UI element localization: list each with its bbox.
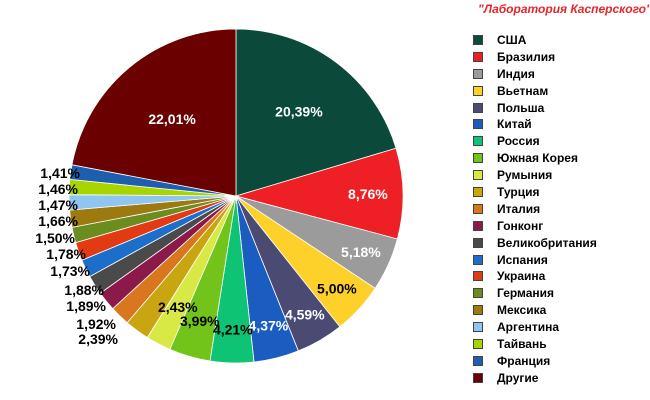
slice-label-тайвань: 1,46% — [38, 181, 78, 197]
legend-label: Гонконг — [497, 218, 544, 233]
legend-label: Мексика — [497, 303, 547, 318]
legend-label: Китай — [497, 117, 532, 132]
slice-label-южная-корея: 3,99% — [180, 313, 220, 329]
pie-slice-сша — [235, 28, 397, 197]
legend-label: Аргентина — [497, 320, 560, 335]
legend-label: Другие — [497, 370, 539, 385]
legend-swatch — [473, 51, 483, 62]
legend-swatch — [473, 254, 483, 265]
legend-swatch — [473, 85, 483, 96]
pie-slice-другие — [71, 28, 237, 197]
legend-swatch — [473, 35, 483, 45]
slice-label-другие: 22,01% — [148, 111, 196, 127]
legend-swatch — [473, 288, 483, 299]
slice-label-мексика: 1,66% — [38, 213, 78, 229]
legend-label: Польша — [497, 100, 545, 115]
legend-swatch — [473, 355, 483, 366]
pie-slice-бразилия — [234, 147, 404, 240]
legend-label: Россия — [497, 134, 540, 149]
slice-label-польша: 4,59% — [285, 306, 325, 322]
slice-label-бразилия: 8,76% — [348, 186, 388, 202]
legend-swatch — [473, 271, 483, 282]
legend-swatch — [473, 119, 483, 130]
legend-label: Тайвань — [497, 337, 547, 352]
slice-label-румыния: 2,43% — [158, 299, 198, 315]
legend-swatch — [473, 339, 483, 350]
legend-label: США — [497, 33, 527, 47]
slice-label-франция: 1,41% — [40, 165, 80, 181]
legend-label: Германия — [497, 286, 555, 301]
legend-label: Румыния — [497, 168, 553, 183]
legend-swatch — [473, 220, 483, 231]
slice-label-италия: 1,92% — [76, 316, 116, 332]
slice-label-гонконг: 1,89% — [66, 298, 106, 314]
slice-label-германия: 1,50% — [35, 230, 75, 246]
legend-swatch — [473, 102, 483, 113]
legend-label: Италия — [497, 201, 541, 216]
slice-label-вьетнам: 5,00% — [317, 281, 357, 297]
legend-label: Индия — [497, 66, 535, 81]
legend-swatch — [473, 68, 483, 79]
legend-label: Великобритания — [497, 235, 597, 250]
legend-swatch — [473, 170, 483, 181]
slice-label-украина: 1,78% — [46, 246, 86, 262]
legend-swatch — [473, 187, 483, 198]
legend-swatch — [473, 372, 483, 383]
slice-label-россия: 4,21% — [213, 322, 253, 338]
legend-swatch — [473, 136, 483, 147]
slice-label-индия: 5,18% — [341, 244, 381, 260]
slice-label-сша: 20,39% — [275, 104, 323, 120]
legend-label: Украина — [497, 269, 546, 284]
legend-label: Испания — [497, 252, 548, 267]
source-label: "Лаборатория Касперского" — [478, 2, 650, 16]
legend-label: Франция — [497, 353, 551, 368]
slice-label-испания: 1,73% — [50, 263, 90, 279]
legend-swatch — [473, 322, 483, 333]
legend-label: Бразилия — [497, 49, 556, 64]
legend-swatch — [473, 153, 483, 164]
legend-label: Вьетнам — [497, 83, 549, 98]
slice-label-аргентина: 1,47% — [38, 197, 78, 213]
slice-label-турция: 2,39% — [78, 331, 118, 347]
slice-label-великобритания: 1,88% — [64, 282, 104, 298]
legend-swatch — [473, 203, 483, 214]
legend-label: Южная Корея — [497, 151, 578, 166]
slice-label-китай: 4,37% — [249, 318, 289, 334]
legend-swatch — [473, 237, 483, 248]
legend-label: Турция — [497, 185, 540, 200]
legend-swatch — [473, 305, 483, 316]
